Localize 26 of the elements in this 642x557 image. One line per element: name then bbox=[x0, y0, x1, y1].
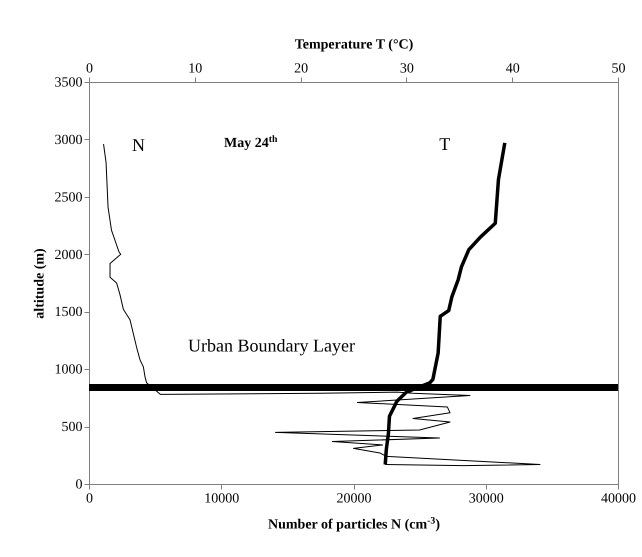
y-tick-label: 1000 bbox=[54, 362, 82, 378]
y-tick-label: 500 bbox=[62, 420, 82, 436]
y-axis-title: altitude (m) bbox=[32, 248, 48, 319]
x-axis-title: Number of particles N (cm$^{-3}$) bbox=[268, 515, 440, 532]
x-tick-label: 30000 bbox=[468, 492, 504, 506]
x2-tick-label: 30 bbox=[400, 62, 414, 76]
x2-tick-label: 10 bbox=[188, 62, 202, 76]
y-tick-label: 3500 bbox=[54, 76, 82, 90]
x2-tick-label: 0 bbox=[86, 62, 93, 76]
x-tick-label: 0 bbox=[86, 492, 93, 506]
x2-tick-label: 50 bbox=[612, 62, 626, 76]
y-tick-label: 2500 bbox=[54, 190, 82, 206]
y-tick-label: 2000 bbox=[54, 248, 82, 263]
ref-line-label: Urban Boundary Layer bbox=[188, 336, 355, 356]
x-tick-label: 10000 bbox=[204, 492, 240, 506]
x2-axis-title: Temperature T (°C) bbox=[294, 38, 414, 52]
y-tick-label: 0 bbox=[76, 478, 82, 492]
x-tick-label: 20000 bbox=[336, 492, 372, 506]
series-label: N bbox=[132, 135, 146, 156]
y-tick-label: 3000 bbox=[54, 132, 82, 148]
x2-tick-label: 20 bbox=[294, 62, 308, 76]
x2-tick-label: 40 bbox=[506, 62, 520, 76]
text: T bbox=[439, 134, 450, 154]
y-tick-label: 1500 bbox=[54, 305, 82, 320]
x-tick-label: 40000 bbox=[601, 492, 636, 506]
annotation: May 24$^{th}$ bbox=[224, 134, 278, 151]
